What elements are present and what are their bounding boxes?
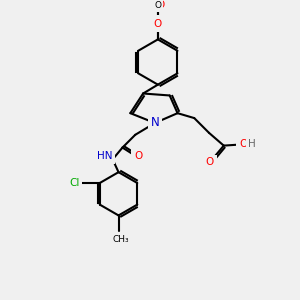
Text: HN: HN [97, 152, 112, 161]
Text: H: H [248, 139, 256, 148]
Text: O: O [239, 139, 247, 148]
Text: Cl: Cl [69, 178, 80, 188]
Text: O: O [154, 19, 162, 29]
Text: O: O [154, 19, 162, 29]
Text: N: N [151, 116, 159, 130]
Text: O: O [157, 0, 165, 10]
Text: O: O [154, 2, 161, 10]
Text: CH₃: CH₃ [112, 235, 129, 244]
Text: O: O [154, 19, 162, 29]
Text: O: O [134, 152, 142, 161]
Text: O: O [154, 2, 161, 10]
Text: O: O [206, 157, 214, 167]
Text: O: O [154, 19, 162, 29]
